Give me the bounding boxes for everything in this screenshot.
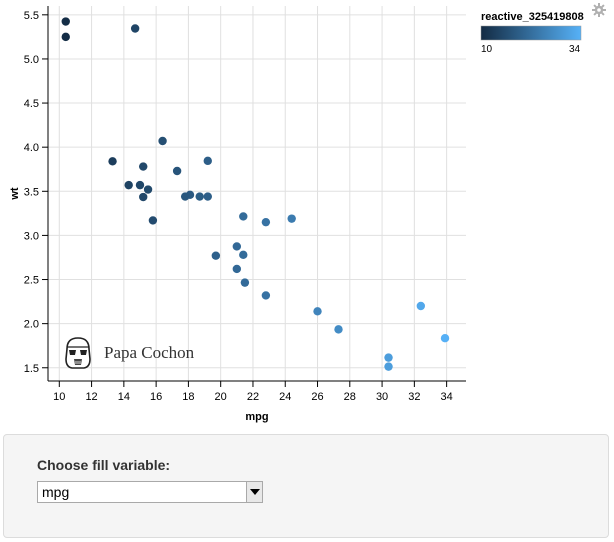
legend-gradient-bar bbox=[480, 25, 582, 41]
control-panel: Choose fill variable: mpg bbox=[3, 434, 609, 538]
chevron-down-icon bbox=[250, 489, 260, 495]
y-tick-label: 2.0 bbox=[24, 319, 39, 331]
data-point bbox=[313, 307, 322, 316]
data-point bbox=[261, 291, 271, 300]
scatter-chart: 10 12 14 16 18 20 22 24 26 28 30 32 34 1.5 2.0 2.5 3.0 3.… bbox=[9, 6, 584, 423]
data-point bbox=[124, 180, 133, 190]
y-tick-label: 2.5 bbox=[24, 275, 39, 287]
data-point bbox=[211, 251, 221, 260]
y-tick-label: 4.5 bbox=[24, 98, 39, 110]
data-point bbox=[203, 156, 212, 166]
data-point bbox=[61, 17, 70, 26]
y-tick-label: 1.5 bbox=[24, 363, 39, 375]
gear-icon[interactable] bbox=[592, 3, 606, 17]
data-point bbox=[240, 278, 250, 287]
data-point bbox=[239, 212, 248, 221]
x-tick-label: 22 bbox=[247, 391, 259, 403]
data-points bbox=[61, 17, 450, 371]
x-tick-label: 16 bbox=[150, 391, 162, 403]
color-legend: reactive_325419808 10 34 bbox=[480, 11, 584, 55]
legend-min-label: 10 bbox=[481, 44, 493, 55]
data-point bbox=[172, 166, 182, 176]
y-tick-label: 5.0 bbox=[24, 54, 39, 66]
data-point bbox=[261, 217, 271, 227]
data-point bbox=[61, 32, 70, 42]
data-point bbox=[158, 136, 167, 146]
watermark-text: Papa Cochon bbox=[104, 343, 195, 362]
fill-variable-select[interactable]: mpg bbox=[37, 481, 263, 503]
data-point bbox=[287, 214, 296, 223]
data-point bbox=[203, 192, 212, 201]
stormtrooper-helmet-icon bbox=[65, 337, 91, 369]
grid-lines bbox=[48, 6, 466, 381]
data-point bbox=[384, 353, 393, 362]
data-point bbox=[108, 157, 117, 166]
y-tick-label: 3.5 bbox=[24, 186, 39, 198]
data-point bbox=[416, 301, 426, 311]
data-point bbox=[239, 250, 248, 260]
y-tick-label: 4.0 bbox=[24, 142, 39, 154]
data-point bbox=[195, 192, 204, 201]
data-point bbox=[135, 180, 145, 190]
y-tick-label: 5.5 bbox=[24, 10, 39, 22]
watermark: Papa Cochon bbox=[65, 337, 195, 369]
x-tick-label: 24 bbox=[279, 391, 291, 403]
data-point bbox=[232, 242, 242, 251]
data-point bbox=[139, 192, 148, 202]
data-point bbox=[232, 264, 242, 274]
x-tick-label: 32 bbox=[408, 391, 420, 403]
fill-variable-label: Choose fill variable: bbox=[37, 457, 171, 473]
x-tick-label: 12 bbox=[85, 391, 97, 403]
legend-max-label: 34 bbox=[569, 44, 581, 55]
data-point bbox=[143, 185, 153, 194]
x-tick-label: 18 bbox=[182, 391, 194, 403]
x-axis-title: mpg bbox=[245, 411, 268, 423]
data-point bbox=[139, 162, 148, 171]
x-tick-label: 26 bbox=[311, 391, 323, 403]
data-point bbox=[440, 334, 450, 343]
x-tick-label: 14 bbox=[118, 391, 130, 403]
x-tick-label: 20 bbox=[215, 391, 227, 403]
data-point bbox=[148, 216, 158, 225]
data-point bbox=[384, 362, 393, 371]
data-point bbox=[180, 192, 190, 201]
data-point bbox=[130, 24, 140, 33]
axes: 10 12 14 16 18 20 22 24 26 28 30 32 34 1.5 2.0 2.5 3.0 3.… bbox=[9, 6, 466, 423]
x-tick-label: 30 bbox=[376, 391, 388, 403]
select-value: mpg bbox=[42, 484, 70, 500]
x-tick-label: 10 bbox=[53, 391, 65, 403]
y-tick-label: 3.0 bbox=[24, 230, 39, 242]
x-tick-label: 34 bbox=[441, 391, 453, 403]
select-dropdown-button[interactable] bbox=[246, 482, 262, 502]
y-axis-title: wt bbox=[9, 187, 21, 201]
data-point bbox=[334, 325, 343, 334]
legend-title: reactive_325419808 bbox=[481, 11, 584, 23]
x-tick-label: 28 bbox=[344, 391, 356, 403]
plot-area bbox=[48, 6, 466, 381]
